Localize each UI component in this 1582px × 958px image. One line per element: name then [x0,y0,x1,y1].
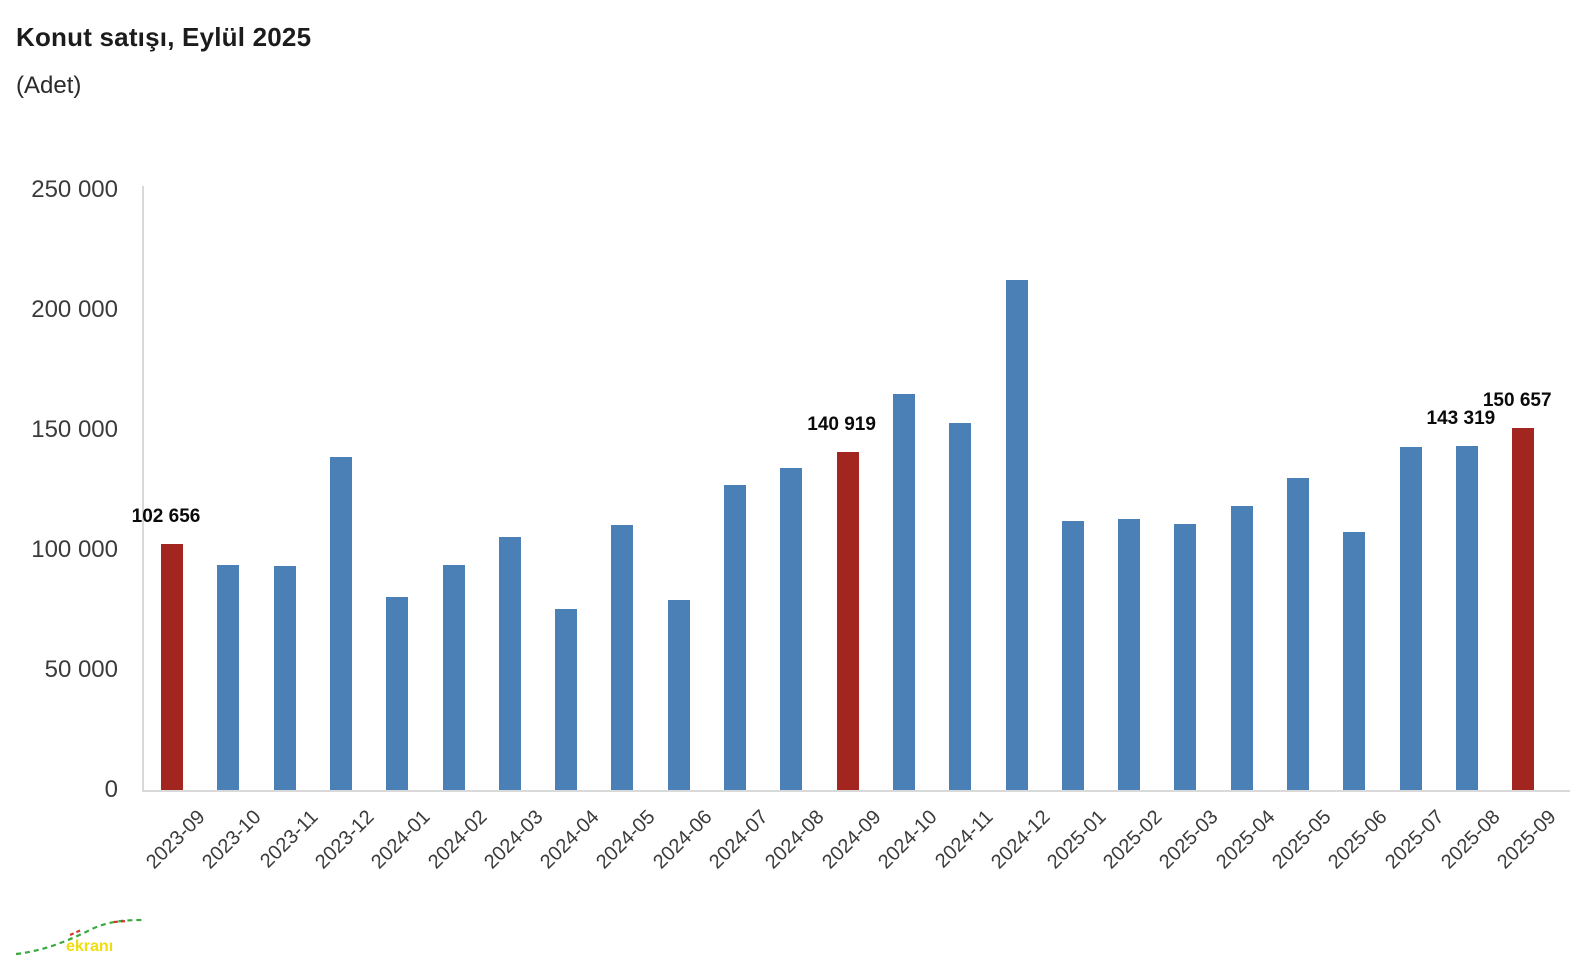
bar-value-label-2024-09: 140 919 [807,413,876,435]
bar-2023-11 [273,565,296,790]
bar-2024-04 [555,608,578,790]
bar-2025-06 [1343,531,1366,790]
x-axis-baseline [142,790,1570,792]
bar-value-label-2023-09: 102 656 [131,505,201,527]
watermark-trend-accent-2 [113,919,128,924]
bar-2025-03 [1174,524,1197,790]
bar-2024-12 [1005,279,1028,790]
bar-2025-07 [1399,447,1422,790]
bar-2024-07 [724,484,746,790]
watermark-logo: ekranı [15,918,143,956]
bar-2024-01 [386,597,409,790]
y-axis-line [142,186,144,792]
y-axis-tick-label: 200 000 [31,296,118,323]
bar-2024-09 [836,451,859,790]
bar-value-label-2025-09: 150 657 [1482,390,1552,412]
bar-2025-08 [1455,446,1478,790]
bar-2024-05 [611,524,634,790]
bar-2025-02 [1118,519,1141,790]
y-axis-tick-label: 0 [104,776,118,803]
watermark-trend-accent-1 [69,928,82,937]
chart-title: Konut satışı, Eylül 2025 [16,22,312,52]
bar-2025-09 [1512,428,1535,790]
y-axis-tick-label: 100 000 [31,536,118,563]
bar-2023-12 [329,457,352,790]
bar-2024-02 [442,564,465,790]
y-axis-tick-label: 50 000 [44,656,118,683]
bar-2025-01 [1061,520,1084,790]
bar-2023-10 [217,564,240,790]
watermark-trend-line [15,918,143,956]
bar-2023-09 [161,543,183,790]
bar-2025-04 [1230,505,1253,790]
bar-2025-05 [1287,478,1309,790]
bar-2024-08 [780,467,803,790]
watermark-text: ekranı [66,938,113,955]
bar-value-label-2025-08: 143 319 [1426,408,1496,430]
bar-2024-06 [667,599,690,790]
bar-2024-10 [892,393,915,790]
chart-unit-label: (Adet) [16,72,82,99]
bar-2024-11 [949,422,972,790]
y-axis-tick-label: 250 000 [31,176,118,203]
bar-2024-03 [498,536,521,790]
y-axis-tick-label: 150 000 [31,416,118,443]
